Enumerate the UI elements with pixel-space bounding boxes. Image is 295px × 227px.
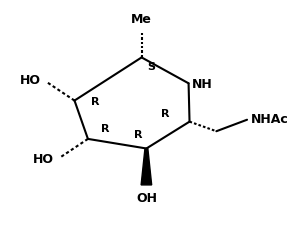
Text: NH: NH (191, 78, 212, 91)
Text: HO: HO (20, 74, 41, 87)
Polygon shape (141, 148, 152, 185)
Text: R: R (161, 109, 170, 119)
Text: R: R (135, 130, 143, 140)
Text: HO: HO (33, 153, 54, 165)
Text: Me: Me (131, 13, 152, 26)
Text: NHAc: NHAc (251, 113, 289, 126)
Text: OH: OH (136, 192, 157, 205)
Text: S: S (148, 62, 155, 72)
Text: R: R (91, 97, 100, 107)
Text: R: R (101, 124, 109, 134)
